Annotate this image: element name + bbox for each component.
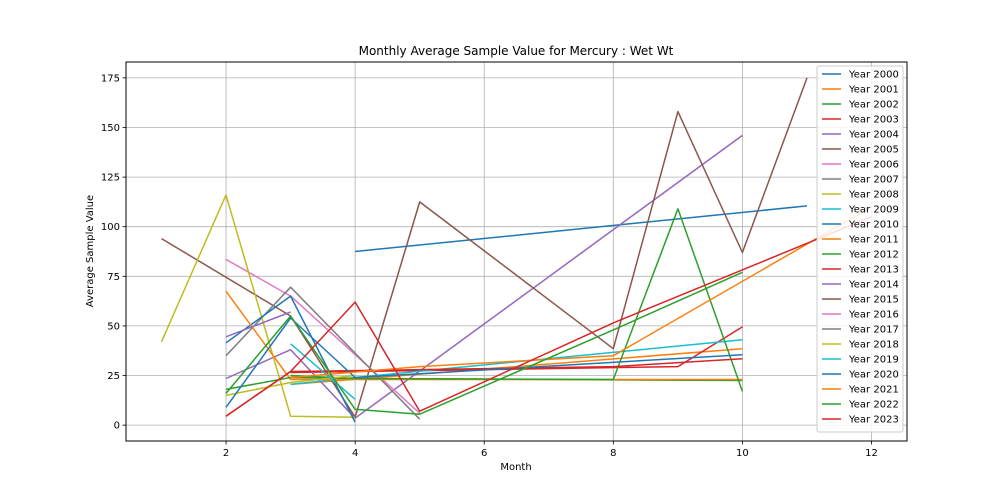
y-tick-label: 75 <box>107 272 120 283</box>
series-layer <box>160 77 872 423</box>
legend-label: Year 2000 <box>848 70 899 81</box>
x-tick-label: 2 <box>223 448 229 459</box>
legend-label: Year 2011 <box>848 235 899 246</box>
legend-label: Year 2022 <box>848 400 899 411</box>
y-tick-label: 150 <box>101 123 120 134</box>
series-line <box>225 216 872 417</box>
legend: Year 2000 Year 2001 Year 2002 Year 2003 Year… <box>816 65 904 433</box>
legend-label: Year 2014 <box>848 280 899 291</box>
series-line <box>225 311 291 338</box>
x-tick-label: 12 <box>865 448 878 459</box>
legend-label: Year 2005 <box>848 145 899 156</box>
x-tick-label: 10 <box>736 448 749 459</box>
series-line <box>290 206 872 379</box>
legend-label: Year 2003 <box>848 115 899 126</box>
legend-label: Year 2023 <box>848 415 899 426</box>
legend-label: Year 2015 <box>848 295 899 306</box>
legend-label: Year 2019 <box>848 355 899 366</box>
plot-frame <box>125 61 908 442</box>
x-tick-label: 8 <box>610 448 616 459</box>
series-line <box>160 194 356 418</box>
legend-label: Year 2020 <box>848 370 899 381</box>
legend-label: Year 2007 <box>848 175 899 186</box>
series-line <box>355 205 808 253</box>
y-tick-label: 25 <box>107 371 120 382</box>
y-axis-ticks: 0 25 50 75 100 125 150 175 <box>101 73 126 432</box>
legend-label: Year 2012 <box>848 250 899 261</box>
legend-label: Year 2018 <box>848 340 899 351</box>
x-tick-label: 4 <box>352 448 358 459</box>
legend-box <box>816 65 904 433</box>
series-line <box>225 134 743 419</box>
y-tick-label: 125 <box>101 173 120 184</box>
y-tick-label: 0 <box>114 421 120 432</box>
series-line <box>225 317 743 408</box>
legend-label: Year 2008 <box>848 190 899 201</box>
y-tick-label: 100 <box>101 222 120 233</box>
legend-label: Year 2009 <box>848 205 899 216</box>
x-axis-label: Month <box>500 462 531 473</box>
legend-label: Year 2016 <box>848 310 899 321</box>
legend-label: Year 2010 <box>848 220 899 231</box>
legend-label: Year 2021 <box>848 385 899 396</box>
series-line <box>290 343 356 400</box>
x-tick-label: 6 <box>481 448 487 459</box>
y-axis-label: Average Sample Value <box>85 195 96 307</box>
legend-label: Year 2006 <box>848 160 899 171</box>
x-axis-ticks: 2 4 6 8 10 12 <box>223 441 878 459</box>
legend-label: Year 2001 <box>848 85 899 96</box>
y-tick-label: 175 <box>101 73 120 84</box>
legend-label: Year 2017 <box>848 325 899 336</box>
chart-title: Monthly Average Sample Value for Mercury… <box>359 44 674 58</box>
y-tick-label: 50 <box>107 321 120 332</box>
legend-label: Year 2013 <box>848 265 899 276</box>
legend-label: Year 2002 <box>848 100 899 111</box>
series-line <box>225 271 743 415</box>
legend-label: Year 2004 <box>848 130 899 141</box>
